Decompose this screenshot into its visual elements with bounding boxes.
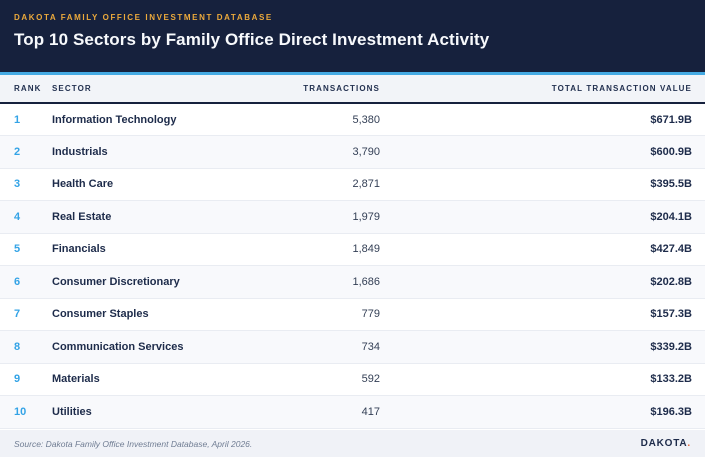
table-row: 3 Health Care 2,871 $395.5B: [0, 168, 705, 201]
sectors-table: RANK SECTOR TRANSACTIONS TOTAL TRANSACTI…: [0, 75, 705, 429]
rank-cell: 8: [14, 340, 21, 353]
source-note: Source: Dakota Family Office Investment …: [14, 438, 253, 449]
sector-cell: Real Estate: [52, 210, 112, 223]
sector-cell: Financials: [52, 243, 106, 256]
footer: Source: Dakota Family Office Investment …: [0, 430, 705, 457]
accent-divider: [0, 72, 705, 75]
sector-cell: Communication Services: [52, 340, 184, 353]
brand-text: DAKOTA: [640, 438, 688, 449]
transactions-cell: 1,849: [352, 243, 380, 256]
rank-cell: 6: [14, 275, 21, 288]
rank-cell: 9: [14, 373, 21, 386]
value-cell: $395.5B: [650, 178, 692, 191]
table-header: RANK SECTOR TRANSACTIONS TOTAL TRANSACTI…: [0, 75, 705, 104]
column-header-sector: SECTOR: [52, 75, 300, 104]
table-row: 5 Financials 1,849 $427.4B: [0, 233, 705, 266]
sector-cell: Materials: [52, 373, 100, 386]
value-cell: $427.4B: [650, 243, 692, 256]
sector-cell: Health Care: [52, 178, 114, 191]
brand-dot: .: [687, 438, 691, 449]
page-title: Top 10 Sectors by Family Office Direct I…: [14, 30, 490, 49]
sector-cell: Consumer Staples: [52, 308, 149, 321]
table-row: 2 Industrials 3,790 $600.9B: [0, 135, 705, 168]
rank-cell: 1: [14, 113, 21, 126]
column-header-transactions: TRANSACTIONS: [300, 75, 394, 104]
sector-cell: Utilities: [52, 405, 92, 418]
table-row: 1 Information Technology 5,380 $671.9B: [0, 103, 705, 136]
transactions-cell: 417: [361, 405, 380, 418]
transactions-cell: 1,979: [352, 210, 380, 223]
value-cell: $671.9B: [650, 113, 692, 126]
value-cell: $196.3B: [650, 405, 692, 418]
value-cell: $339.2B: [650, 340, 692, 353]
rank-cell: 3: [14, 178, 21, 191]
value-cell: $204.1B: [650, 210, 692, 223]
transactions-cell: 2,871: [352, 178, 380, 191]
rank-cell: 10: [14, 405, 27, 418]
rank-cell: 4: [14, 210, 21, 223]
table-row: 4 Real Estate 1,979 $204.1B: [0, 200, 705, 233]
transactions-cell: 779: [361, 308, 380, 321]
column-header-total-value: TOTAL TRANSACTION VALUE: [394, 75, 705, 104]
transactions-cell: 1,686: [352, 275, 380, 288]
sector-cell: Information Technology: [52, 113, 177, 126]
rank-cell: 7: [14, 308, 21, 321]
table-row: 8 Communication Services 734 $339.2B: [0, 330, 705, 363]
table-row: 6 Consumer Discretionary 1,686 $202.8B: [0, 265, 705, 298]
transactions-cell: 3,790: [352, 145, 380, 158]
table-row: 10 Utilities 417 $196.3B: [0, 395, 705, 428]
value-cell: $600.9B: [650, 145, 692, 158]
eyebrow-label: DAKOTA FAMILY OFFICE INVESTMENT DATABASE: [14, 13, 273, 22]
table-header-row: RANK SECTOR TRANSACTIONS TOTAL TRANSACTI…: [0, 75, 705, 104]
column-header-rank: RANK: [0, 75, 52, 104]
transactions-cell: 5,380: [352, 113, 380, 126]
value-cell: $157.3B: [650, 308, 692, 321]
transactions-cell: 592: [361, 373, 380, 386]
value-cell: $133.2B: [650, 373, 692, 386]
rank-cell: 5: [14, 243, 21, 256]
rank-cell: 2: [14, 145, 21, 158]
dakota-logo: DAKOTA.: [641, 438, 691, 449]
sector-cell: Industrials: [52, 145, 108, 158]
table-body: 1 Information Technology 5,380 $671.9B 2…: [0, 103, 705, 428]
transactions-cell: 734: [361, 340, 380, 353]
table-row: 7 Consumer Staples 779 $157.3B: [0, 298, 705, 331]
table-row: 9 Materials 592 $133.2B: [0, 363, 705, 396]
banner: DAKOTA FAMILY OFFICE INVESTMENT DATABASE…: [0, 0, 705, 72]
value-cell: $202.8B: [650, 275, 692, 288]
sector-cell: Consumer Discretionary: [52, 275, 180, 288]
